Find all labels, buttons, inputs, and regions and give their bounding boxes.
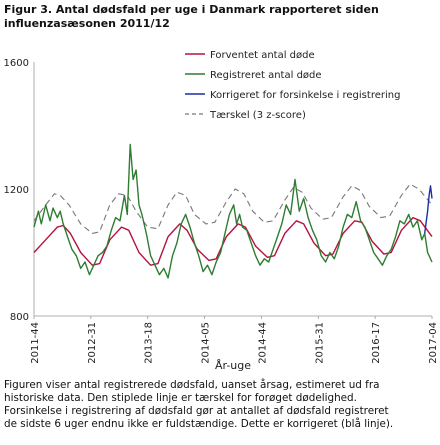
x-tick-labels: 2011-44 2012-31 2013-18 2014-05 2014-44 2015-… — [30, 316, 439, 364]
caption-line: Forsinkelse i registrering af dødsfald g… — [4, 405, 389, 417]
series-line — [33, 183, 433, 234]
series-line — [33, 216, 433, 266]
legend-label: Registreret antal døde — [210, 70, 322, 81]
legend-label: Forventet antal døde — [210, 50, 315, 61]
series-line — [33, 143, 433, 279]
y-tick-label: 800 — [10, 312, 29, 323]
x-tick-label: 2011-44 — [30, 322, 41, 364]
y-tick-labels: 800 1200 1600 — [4, 58, 29, 323]
caption-line: Figuren viser antal registrerede dødsfal… — [4, 379, 380, 391]
chart-legend: Forventet antal døde Registreret antal dø… — [185, 50, 400, 121]
figure-title: Figur 3. Antal dødsfald per uge i Danmar… — [4, 3, 436, 31]
figure-caption: Figuren viser antal registrerede dødsfal… — [4, 379, 436, 431]
x-tick-label: 2016-17 — [371, 322, 382, 364]
x-tick-label: 2014-05 — [201, 322, 212, 364]
y-tick-label: 1600 — [4, 58, 29, 69]
x-tick-label: 2014-44 — [257, 322, 268, 364]
mortality-line-chart: 800 1200 1600 2011-44 2012-31 2013-18 2014-05… — [4, 50, 439, 372]
caption-line: de sidste 6 uger endnu ikke er fuldstænd… — [4, 418, 394, 430]
x-tick-label: 2015-31 — [314, 322, 325, 364]
x-tick-label: 2013-18 — [144, 322, 155, 364]
figure-title-line: Figur 3. Antal dødsfald per uge i Danmar… — [4, 3, 379, 16]
caption-line: historiske data. Den stiplede linje er t… — [4, 392, 357, 404]
x-tick-label: 2017-04 — [428, 322, 439, 364]
figure-title-line: influenzasæsonen 2011/12 — [4, 17, 170, 30]
legend-label: Korrigeret for forsinkelse i registrerin… — [210, 90, 400, 101]
legend-label: Tærskel (3 z-score) — [209, 110, 306, 121]
series-line — [424, 185, 433, 234]
x-tick-label: 2012-31 — [87, 322, 98, 364]
series-lines — [33, 143, 433, 279]
y-tick-label: 1200 — [4, 185, 29, 196]
x-axis-title: År-uge — [215, 359, 251, 372]
